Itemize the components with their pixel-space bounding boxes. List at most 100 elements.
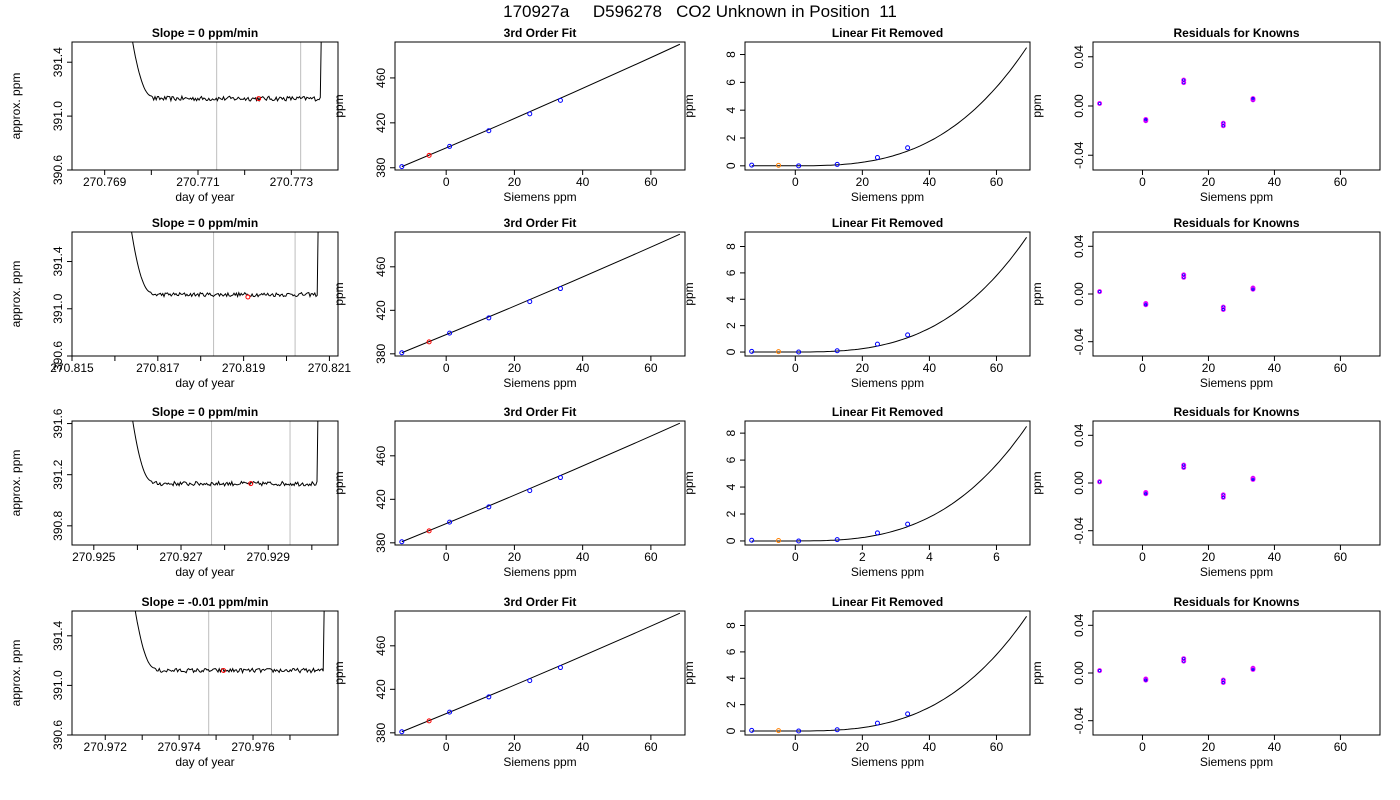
residual-point <box>1181 77 1187 83</box>
residual-point-inner <box>1221 495 1225 499</box>
known-point <box>905 521 911 527</box>
residual-point <box>1220 307 1226 312</box>
known-point <box>557 97 563 103</box>
y-tick-label: 391.4 <box>51 246 65 276</box>
x-tick-label: 0 <box>792 550 799 564</box>
residual-point-inner <box>1097 480 1102 484</box>
y-tick-label: -0.04 <box>1072 517 1086 545</box>
plot-frame <box>71 231 339 357</box>
known-point <box>486 504 492 510</box>
known-point <box>874 341 880 347</box>
y-tick-label: 4 <box>724 107 738 114</box>
known-point <box>527 299 533 305</box>
x-tick-label: 270.925 <box>72 550 116 564</box>
plot-area <box>134 611 325 735</box>
known-point <box>749 727 755 733</box>
x-tick-label: 20 <box>1202 175 1216 189</box>
residual-point <box>1181 656 1187 662</box>
x-tick-label: 0 <box>443 740 450 754</box>
y-tick-label: 391.0 <box>51 293 65 323</box>
known-point <box>447 709 453 715</box>
residual-point <box>1220 677 1226 683</box>
y-tick-label: -0.04 <box>1072 707 1086 735</box>
residual-point <box>1143 677 1149 683</box>
x-tick-label: 40 <box>1268 361 1282 375</box>
residual-point-inner <box>1251 667 1255 672</box>
y-tick-label: 2 <box>724 510 738 517</box>
y-tick-label: 460 <box>374 68 388 88</box>
y-tick-label: 380 <box>374 532 388 552</box>
y-tick-label: 420 <box>374 113 388 133</box>
panel-fit-row-2: 3rd Order Fit Siemens ppm ppm 0 20 40 60 380 420… <box>332 216 686 390</box>
y-tick-label: 420 <box>374 679 388 699</box>
panel-title: Residuals for Knowns <box>1173 26 1299 40</box>
unknown-point <box>776 538 782 544</box>
panel-title: Slope = 0 ppm/min <box>152 26 258 40</box>
y-tick-label: 2 <box>724 134 738 141</box>
y-axis-label: ppm <box>332 661 346 684</box>
y-tick-label: 4 <box>724 483 738 490</box>
plot-area <box>749 47 1028 169</box>
panel-title: 3rd Order Fit <box>504 26 577 40</box>
residual-point-inner <box>1097 290 1102 294</box>
x-tick-label: 20 <box>508 550 522 564</box>
residual-point <box>1097 668 1103 674</box>
x-axis-label: Siemens ppm <box>503 376 576 390</box>
panel-title: 3rd Order Fit <box>504 216 577 230</box>
x-tick-label: 60 <box>1334 361 1348 375</box>
panel-title: Linear Fit Removed <box>832 26 943 40</box>
plot-frame <box>1092 610 1381 736</box>
x-tick-label: 0 <box>792 740 799 754</box>
y-tick-label: 0 <box>724 537 738 544</box>
y-axis-label: ppm <box>332 94 346 117</box>
plot-frame <box>1092 231 1381 357</box>
known-point <box>905 332 911 338</box>
residual-point-inner <box>1182 273 1186 277</box>
residual-point <box>1143 491 1149 497</box>
plot-area <box>749 426 1028 544</box>
unknown-point <box>776 728 782 734</box>
x-tick-label: 20 <box>1202 740 1216 754</box>
plot-area <box>132 42 322 170</box>
y-tick-label: 460 <box>374 445 388 465</box>
x-tick-label: 20 <box>856 361 870 375</box>
x-tick-label: 270.771 <box>176 175 220 189</box>
y-axis-label: ppm <box>1030 282 1044 305</box>
y-axis-label: ppm <box>682 94 696 117</box>
residual-point-inner <box>1182 78 1186 82</box>
panel-linear_removed-row-4: Linear Fit Removed Siemens ppm ppm 0 20 40 60 0… <box>682 595 1031 769</box>
residual-point <box>1181 274 1187 280</box>
panel-fit-row-3: 3rd Order Fit Siemens ppm ppm 0 20 40 60 380 420… <box>332 405 686 579</box>
panel-trace-row-4: Slope = -0.01 ppm/min day of year approx. … <box>9 595 339 769</box>
y-axis-label: ppm <box>682 471 696 494</box>
panel-trace-row-2: Slope = 0 ppm/min day of year approx. ppm 2… <box>9 216 351 390</box>
unknown-point <box>426 528 432 534</box>
x-axis-label: day of year <box>175 190 234 204</box>
x-tick-label: 0 <box>443 361 450 375</box>
y-tick-label: 0.04 <box>1072 45 1086 69</box>
x-tick-label: 60 <box>644 740 658 754</box>
known-point <box>796 163 802 169</box>
y-tick-label: 391.2 <box>51 459 65 489</box>
y-tick-label: 460 <box>374 256 388 276</box>
panel-title: Linear Fit Removed <box>832 216 943 230</box>
x-axis-label: Siemens ppm <box>1200 376 1273 390</box>
x-tick-label: 40 <box>576 361 590 375</box>
panel-trace-row-1: Slope = 0 ppm/min day of year approx. ppm 2… <box>9 26 339 204</box>
y-tick-label: 420 <box>374 489 388 509</box>
y-tick-label: 6 <box>724 79 738 86</box>
y-tick-label: 2 <box>724 701 738 708</box>
plot-area <box>1097 77 1256 129</box>
x-tick-label: 60 <box>1334 550 1348 564</box>
x-tick-label: 270.927 <box>159 550 203 564</box>
y-axis-label: ppm <box>682 661 696 684</box>
residual-point-inner <box>1182 463 1186 467</box>
residual-point <box>1250 96 1256 102</box>
known-point <box>874 530 880 536</box>
known-point <box>557 475 563 481</box>
residual-point <box>1143 302 1149 308</box>
residual-point-inner <box>1251 287 1255 291</box>
x-tick-label: 60 <box>644 361 658 375</box>
fit-curve <box>401 43 681 168</box>
